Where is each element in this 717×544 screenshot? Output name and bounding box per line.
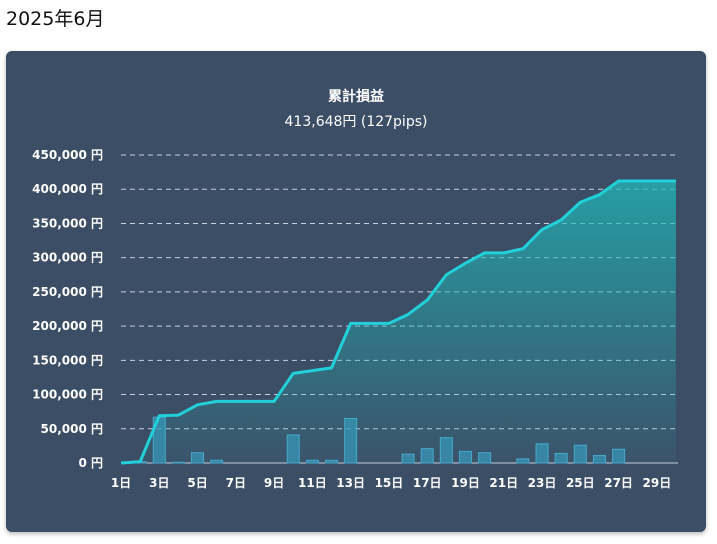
- x-tick-label: 29日: [643, 476, 672, 490]
- x-tick-label: 21日: [489, 476, 518, 490]
- x-tick-label: 5日: [187, 476, 207, 490]
- cumulative-area: [121, 181, 676, 463]
- x-tick-label: 1日: [111, 476, 131, 490]
- x-tick-label: 27日: [604, 476, 633, 490]
- x-tick-label: 13日: [336, 476, 365, 490]
- y-tick-label: 250,000 円: [32, 285, 103, 299]
- cumulative-pnl-chart: 0 円 50,000 円 100,000 円 150,000 円 200,000 円 25…: [32, 148, 678, 490]
- x-tick-label: 9日: [264, 476, 284, 490]
- x-tick-label: 7日: [226, 476, 246, 490]
- page-title: 2025年6月: [6, 8, 105, 30]
- x-tick-label: 17日: [413, 476, 442, 490]
- chart-title: 累計損益: [328, 89, 384, 105]
- y-tick-label: 0 円: [78, 456, 103, 470]
- x-tick-label: 19日: [451, 476, 480, 490]
- chart-subtitle: 413,648円 (127pips): [284, 114, 428, 130]
- x-tick-label: 3日: [149, 476, 169, 490]
- area-fill: [121, 181, 676, 463]
- y-tick-label: 300,000 円: [32, 251, 103, 265]
- x-tick-label: 15日: [375, 476, 404, 490]
- y-axis-ticks: 0 円 50,000 円 100,000 円 150,000 円 200,000 円 25…: [32, 148, 103, 470]
- y-tick-label: 50,000 円: [41, 422, 104, 436]
- cumulative-pnl-line: [120, 179, 676, 465]
- chart-card: 累計損益 413,648円 (127pips) 0 円 50,000 円 100,0…: [6, 51, 706, 532]
- y-tick-label: 100,000 円: [32, 388, 103, 402]
- y-tick-label: 450,000 円: [32, 148, 103, 162]
- x-tick-label: 23日: [528, 476, 557, 490]
- y-tick-label: 400,000 円: [32, 182, 103, 196]
- x-axis-ticks: 1日 3日 5日 7日 9日 11日 13日 15日 17日 19日 21日 23日 25日 27日 29日: [111, 476, 671, 490]
- x-tick-label: 11日: [298, 476, 327, 490]
- y-tick-label: 350,000 円: [32, 216, 103, 230]
- x-tick-label: 25日: [566, 476, 595, 490]
- y-tick-label: 200,000 円: [32, 319, 103, 333]
- y-tick-label: 150,000 円: [32, 353, 103, 367]
- cumulative-line: [120, 179, 676, 465]
